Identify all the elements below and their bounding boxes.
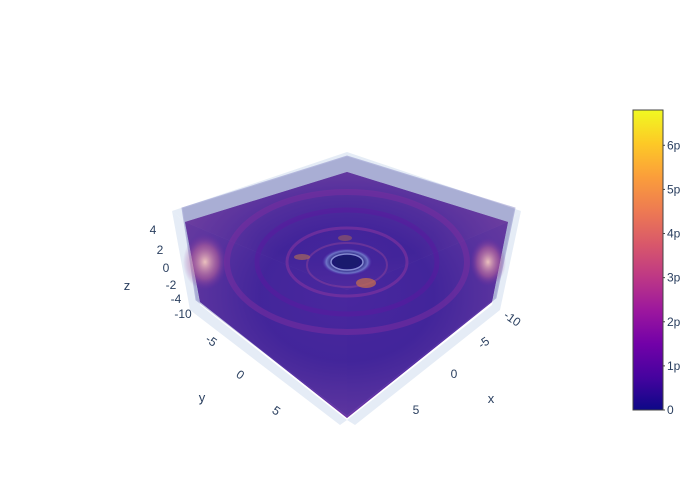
z-tick-label: -4: [171, 292, 182, 306]
colorbar-tick-label: 1p: [667, 359, 681, 373]
warm-spot-2: [294, 254, 310, 260]
colorbar: 0 1p 2p 3p 4p 5p 6p: [632, 109, 681, 417]
y-axis-title: y: [199, 390, 206, 405]
z-tick-label: 0: [163, 261, 170, 275]
z-tick-label: -2: [166, 278, 177, 292]
right-edge-glow: [470, 238, 506, 286]
z-axis: 4 2 0 -2 -4 z: [124, 223, 182, 306]
x-axis-title: x: [488, 391, 495, 406]
back-wall-right: [347, 152, 521, 222]
y-tick-label: 0: [234, 367, 248, 382]
colorbar-gradient: [632, 109, 664, 411]
floor-wall-left: [172, 211, 347, 425]
volume-shell: [181, 155, 516, 417]
x-tick-label: 5: [413, 403, 420, 417]
warm-spot-1: [356, 278, 376, 288]
colorbar-ticks: 0 1p 2p 3p 4p 5p 6p: [663, 138, 681, 417]
y-tick-label: 5: [270, 403, 284, 418]
colorbar-tick-label: 0: [667, 403, 674, 417]
colorbar-tick-label: 6p: [667, 138, 681, 152]
y-tick-label: -10: [174, 307, 192, 321]
colorbar-tick-label: 4p: [667, 227, 681, 241]
swirl-texture: [224, 189, 470, 335]
z-axis-title: z: [124, 278, 131, 293]
left-edge-glow: [183, 234, 227, 290]
floor-wall-right: [347, 211, 521, 425]
x-tick-label: -10: [501, 308, 524, 330]
colorbar-tick-label: 2p: [667, 315, 681, 329]
warm-spot-3: [338, 235, 352, 241]
x-tick-label: 0: [451, 367, 458, 381]
colorbar-tick-label: 3p: [667, 271, 681, 285]
x-tick-label: -5: [475, 334, 492, 352]
cyclone-eye-core: [335, 256, 359, 268]
cyclone-eye-rim: [330, 253, 364, 271]
y-tick-label: -5: [203, 332, 220, 350]
z-tick-label: 4: [150, 223, 157, 237]
z-tick-label: 2: [157, 243, 164, 257]
colorbar-tick-label: 5p: [667, 182, 681, 196]
back-wall-left: [172, 152, 347, 222]
